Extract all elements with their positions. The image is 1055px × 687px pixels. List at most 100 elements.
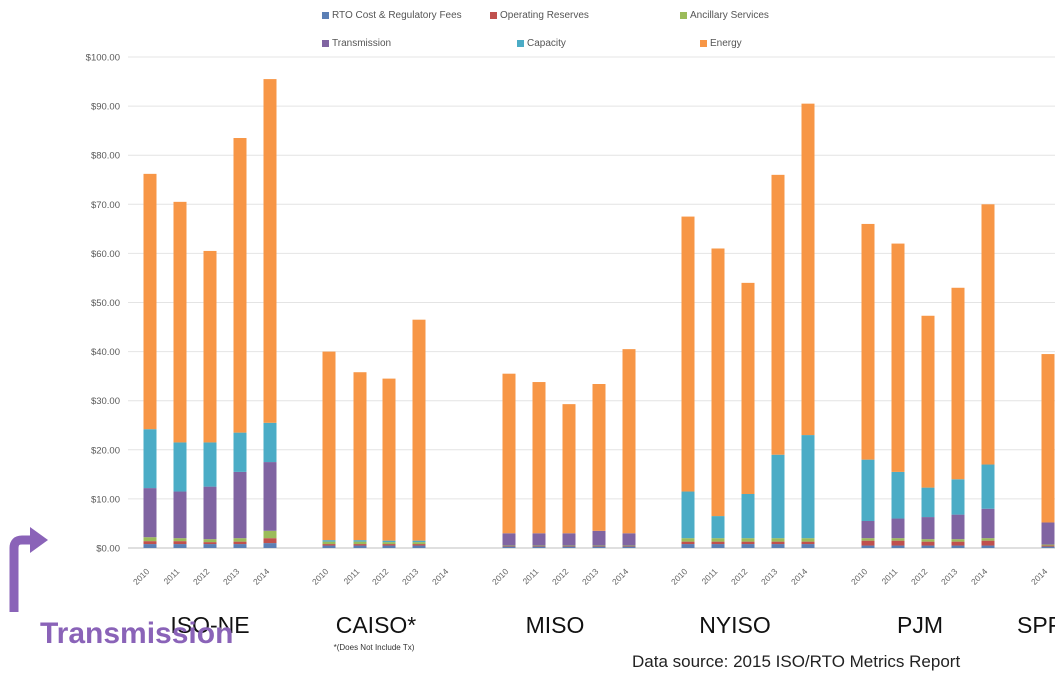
bar-segment <box>711 516 725 539</box>
bar-segment <box>173 491 187 539</box>
bar-segment <box>143 173 157 430</box>
legend-label: Transmission <box>332 38 392 49</box>
bar-segment <box>263 462 277 531</box>
bar-segment <box>562 546 576 547</box>
y-tick-label: $100.00 <box>86 53 120 64</box>
legend-item-operating-reserves: Operating Reserves <box>490 10 589 21</box>
bar-segment <box>562 404 576 534</box>
bar-segment <box>981 540 995 546</box>
group-label-miso: MISO <box>525 612 585 638</box>
bar-segment <box>143 429 157 489</box>
bar-segment <box>681 544 695 548</box>
bar-segment <box>771 541 785 545</box>
bar-segment <box>382 378 396 541</box>
bar-segment <box>353 540 367 542</box>
bar-segment <box>861 520 875 539</box>
bar-segment <box>532 382 546 534</box>
bar-segment <box>412 540 426 543</box>
bar-segment <box>322 351 336 541</box>
legend-item-rto-fees: RTO Cost & Regulatory Fees <box>322 10 462 21</box>
bar-segment <box>711 541 725 545</box>
bar-segment <box>263 530 277 539</box>
legend-swatch <box>517 40 524 47</box>
bar-segment <box>322 540 336 542</box>
legend-swatch <box>322 40 329 47</box>
bar-segment <box>532 533 546 546</box>
bar-segment <box>353 545 367 548</box>
bar-segment <box>951 514 965 540</box>
bar-segment <box>1041 354 1055 523</box>
bar-segment <box>1041 545 1055 547</box>
group-label-pjm: PJM <box>897 612 943 638</box>
bar-segment <box>741 544 755 548</box>
legend-label: Capacity <box>527 38 566 49</box>
bar-segment <box>532 545 546 547</box>
bar-segment <box>801 435 815 539</box>
bar-segment <box>861 538 875 541</box>
bar-segment <box>173 544 187 548</box>
bar-segment <box>921 487 935 518</box>
gridlines <box>128 56 1055 549</box>
bar-segment <box>921 517 935 540</box>
bar-segment <box>412 319 426 541</box>
bar-segment <box>1041 522 1055 545</box>
bar-segment <box>233 432 247 472</box>
caiso-note: *(Does Not Include Tx) <box>333 643 415 652</box>
bar-segment <box>532 546 546 548</box>
legend-swatch <box>680 12 687 19</box>
bar-segment <box>681 216 695 492</box>
bar-segment <box>143 488 157 538</box>
legend-label: RTO Cost & Regulatory Fees <box>332 10 462 21</box>
bar-segment <box>921 545 935 548</box>
group-label-spp: SPP <box>1016 612 1055 638</box>
bar-segment <box>741 541 755 545</box>
bar-segment <box>771 454 785 539</box>
bar-segment <box>233 544 247 548</box>
bar-segment <box>203 442 217 487</box>
y-tick-label: $0.00 <box>96 544 120 555</box>
bar-segment <box>353 541 367 545</box>
transmission-callout: Transmission <box>40 617 234 650</box>
legend-label: Ancillary Services <box>690 10 769 21</box>
bar-segment <box>143 537 157 542</box>
bar-segment <box>981 545 995 548</box>
bar-segment <box>412 542 426 545</box>
bar-segment <box>173 541 187 545</box>
bar-segment <box>622 533 636 546</box>
bar-segment <box>711 538 725 542</box>
bar-segment <box>681 541 695 545</box>
bar-segment <box>233 538 247 542</box>
group-label-nyiso: NYISO <box>699 612 771 638</box>
bar-segment <box>592 545 606 547</box>
bar-segment <box>741 538 755 542</box>
bar-segment <box>981 204 995 465</box>
bar-segment <box>801 103 815 436</box>
bar-segment <box>263 422 277 463</box>
bar-segment <box>382 542 396 545</box>
bar-segment <box>173 538 187 542</box>
bar-segment <box>622 349 636 534</box>
y-tick-label: $90.00 <box>91 102 120 113</box>
y-axis: $0.00 $10.00 $20.00 $30.00 $40.00 $50.00 $60.0… <box>86 53 120 555</box>
bar-segment <box>143 541 157 545</box>
bar-segment <box>891 471 905 519</box>
bar-segment <box>592 546 606 548</box>
legend-item-capacity: Capacity <box>517 38 566 49</box>
bar-segment <box>861 459 875 521</box>
bar-segment <box>592 530 606 546</box>
bar-segment <box>502 546 516 548</box>
bar-segment <box>861 540 875 546</box>
data-source-note: Data source: 2015 ISO/RTO Metrics Report <box>632 652 961 671</box>
bar-segment <box>562 546 576 548</box>
y-tick-label: $50.00 <box>91 298 120 309</box>
bar-segment <box>322 545 336 548</box>
legend-item-transmission: Transmission <box>322 38 391 49</box>
legend-item-ancillary-services: Ancillary Services <box>680 10 769 21</box>
bar-segment <box>233 138 247 433</box>
bar-segment <box>592 384 606 531</box>
bar-segment <box>173 201 187 443</box>
bar-segment <box>322 541 336 545</box>
bar-segment <box>412 545 426 548</box>
bar-segment <box>622 545 636 547</box>
